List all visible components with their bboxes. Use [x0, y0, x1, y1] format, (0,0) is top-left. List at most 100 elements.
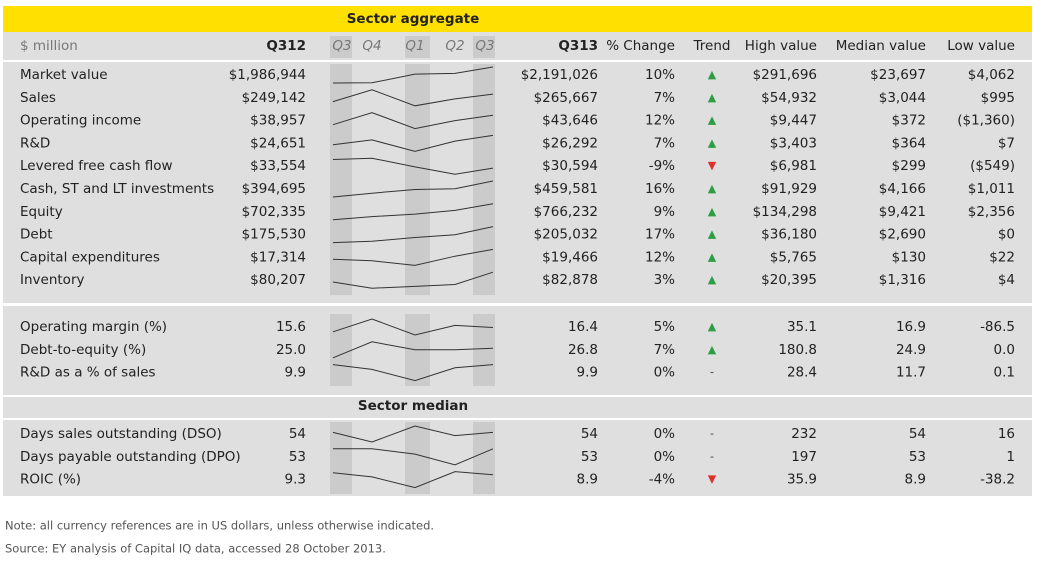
- cell: 24.9: [896, 342, 926, 358]
- row-label: Days sales outstanding (DSO): [20, 426, 222, 442]
- section-title: Sector median: [358, 398, 468, 414]
- sparkline: [332, 425, 494, 443]
- cell: $459,581: [534, 181, 598, 197]
- cell: 0%: [654, 449, 676, 465]
- trend: -: [710, 366, 714, 379]
- cell: $3,044: [879, 90, 926, 106]
- cell: $82,878: [542, 272, 598, 288]
- header-cell: High value: [745, 38, 817, 54]
- cell: 25.0: [276, 342, 306, 358]
- row-label: R&D as a % of sales: [20, 365, 156, 381]
- cell: $130: [892, 249, 926, 265]
- quarter-label: Q3: [332, 38, 351, 54]
- cell: 7%: [654, 90, 676, 106]
- cell: ($1,360): [957, 113, 1015, 129]
- row-label: Days payable outstanding (DPO): [20, 449, 241, 465]
- column-band: [330, 422, 352, 494]
- note: Source: EY analysis of Capital IQ data, …: [5, 542, 386, 556]
- row-label: Sales: [20, 90, 56, 106]
- cell: 35.9: [787, 472, 817, 488]
- cell: $80,207: [250, 272, 306, 288]
- cell: $36,180: [761, 227, 817, 243]
- trend: ▼: [708, 473, 717, 486]
- cell: $7: [998, 135, 1015, 151]
- column-band: [473, 36, 495, 58]
- cell: $1,316: [879, 272, 926, 288]
- sparkline: [332, 271, 494, 289]
- cell: $394,695: [242, 181, 306, 197]
- trend: ▲: [708, 182, 717, 195]
- trend: ▲: [708, 320, 717, 333]
- cell: $33,554: [250, 158, 306, 174]
- cell: $4,166: [879, 181, 926, 197]
- quarter-label: Q2: [445, 38, 464, 54]
- cell: $995: [981, 90, 1015, 106]
- cell: 3%: [654, 272, 676, 288]
- column-band: [473, 422, 495, 494]
- sparkline: [332, 89, 494, 107]
- header-cell: Low value: [947, 38, 1015, 54]
- header-cell: Q312: [266, 38, 306, 54]
- column-band: [330, 64, 352, 295]
- cell: $54,932: [761, 90, 817, 106]
- cell: $43,646: [542, 113, 598, 129]
- cell: 0.0: [994, 342, 1015, 358]
- column-band: [330, 36, 352, 58]
- trend: ▲: [708, 273, 717, 286]
- trend: -: [710, 450, 714, 463]
- cell: 53: [909, 449, 926, 465]
- cell: $299: [892, 158, 926, 174]
- cell: $22: [989, 249, 1015, 265]
- cell: $364: [892, 135, 926, 151]
- title-bar: [3, 6, 1032, 32]
- cell: 16.9: [896, 319, 926, 335]
- sparkline: [332, 157, 494, 175]
- sparkline: [332, 180, 494, 198]
- sparkline: [332, 203, 494, 221]
- quarter-label: Q4: [362, 38, 381, 54]
- cell: $1,986,944: [229, 67, 306, 83]
- separator: [3, 418, 1032, 420]
- row-label: ROIC (%): [20, 472, 81, 488]
- trend: ▼: [708, 159, 717, 172]
- cell: 8.9: [577, 472, 598, 488]
- quarter-label: Q3: [475, 38, 494, 54]
- cell: $265,667: [534, 90, 598, 106]
- trend: ▲: [708, 136, 717, 149]
- cell: $291,696: [753, 67, 817, 83]
- cell: 9.9: [577, 365, 598, 381]
- cell: 0%: [654, 365, 676, 381]
- row-label: Inventory: [20, 272, 84, 288]
- cell: 0.1: [994, 365, 1015, 381]
- cell: 54: [289, 426, 306, 442]
- cell: $20,395: [761, 272, 817, 288]
- title: Sector aggregate: [347, 11, 480, 27]
- separator: [3, 60, 1032, 62]
- cell: $6,981: [770, 158, 817, 174]
- cell: $17,314: [250, 249, 306, 265]
- sparkline: [332, 364, 494, 382]
- note: Note: all currency references are in US …: [5, 519, 434, 533]
- cell: 12%: [645, 113, 675, 129]
- cell: $19,466: [542, 249, 598, 265]
- column-band: [405, 422, 430, 494]
- header-cell: Q313: [558, 38, 598, 54]
- cell: $2,690: [879, 227, 926, 243]
- cell: $134,298: [753, 204, 817, 220]
- cell: 0%: [654, 426, 676, 442]
- cell: 16%: [645, 181, 675, 197]
- cell: $38,957: [250, 113, 306, 129]
- column-band: [330, 314, 352, 386]
- cell: $1,011: [968, 181, 1015, 197]
- cell: $4: [998, 272, 1015, 288]
- cell: $702,335: [242, 204, 306, 220]
- quarter-label: Q1: [405, 38, 424, 54]
- cell: $766,232: [534, 204, 598, 220]
- trend: ▲: [708, 68, 717, 81]
- cell: 17%: [645, 227, 675, 243]
- cell: 197: [791, 449, 817, 465]
- cell: $23,697: [870, 67, 926, 83]
- trend: ▲: [708, 205, 717, 218]
- row-label: Market value: [20, 67, 108, 83]
- cell: 8.9: [905, 472, 926, 488]
